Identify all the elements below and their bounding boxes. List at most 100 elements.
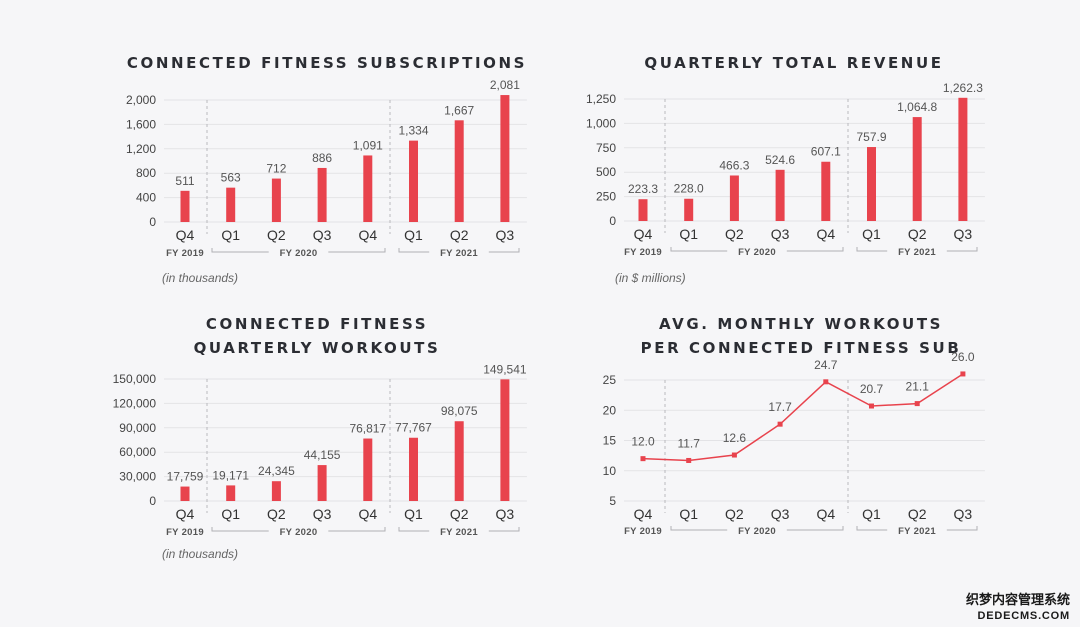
- bar: [638, 199, 648, 221]
- data-label: 98,075: [441, 404, 478, 418]
- chart-title: QUARTERLY TOTAL REVENUE: [644, 54, 943, 72]
- series-line: [642, 373, 964, 462]
- category-label: Q1: [221, 506, 240, 522]
- fiscal-year-bracket: [211, 527, 269, 532]
- bar: [684, 198, 694, 221]
- category-label: Q1: [404, 227, 423, 243]
- bar: [775, 169, 785, 221]
- category-label: Q1: [679, 226, 698, 242]
- y-tick-label: 15: [603, 434, 617, 448]
- data-label: 524.6: [765, 153, 795, 167]
- bar: [226, 485, 236, 501]
- fiscal-year-bracket: [328, 527, 386, 532]
- avg-workouts-chart: AVG. MONTHLY WORKOUTS PER CONNECTED FITNE…: [603, 315, 985, 537]
- fiscal-year-bracket: [786, 526, 844, 531]
- category-label: Q4: [176, 227, 195, 243]
- fiscal-year-bracket: [946, 526, 978, 531]
- bar: [317, 167, 327, 222]
- data-label: 511: [175, 174, 194, 188]
- category-label: Q4: [176, 506, 195, 522]
- bar: [867, 147, 876, 221]
- category-label: Q4: [358, 227, 377, 243]
- data-label: 563: [221, 171, 241, 185]
- data-label: 21.1: [906, 380, 930, 394]
- subscriptions-chart: CONNECTED FITNESS SUBSCRIPTIONS 0 400 800 1,…: [126, 54, 527, 285]
- data-label: 1,064.8: [897, 100, 937, 114]
- data-point: [914, 401, 920, 407]
- bar: [958, 97, 968, 221]
- y-tick-label: 60,000: [119, 445, 156, 459]
- data-label: 24.7: [814, 358, 838, 372]
- fiscal-year-bracket: [946, 247, 978, 252]
- y-tick-label: 150,000: [113, 372, 157, 386]
- data-label: 26.0: [951, 350, 975, 364]
- fiscal-year-label: FY 2019: [166, 248, 204, 259]
- watermark-line1: 织梦内容管理系统: [966, 592, 1070, 607]
- category-label: Q3: [771, 226, 790, 242]
- y-tick-label: 5: [609, 494, 616, 508]
- y-tick-label: 500: [596, 165, 616, 179]
- fiscal-year-label: FY 2020: [738, 247, 776, 258]
- chart-title: AVG. MONTHLY WORKOUTS: [659, 315, 943, 333]
- bar: [729, 175, 739, 221]
- fiscal-year-bracket: [211, 248, 269, 253]
- data-point: [777, 421, 783, 427]
- data-label: 228.0: [674, 182, 704, 196]
- category-label: Q2: [908, 506, 927, 522]
- fiscal-year-label: FY 2021: [898, 247, 936, 258]
- data-label: 607.1: [811, 145, 841, 159]
- y-tick-label: 90,000: [119, 421, 156, 435]
- revenue-chart: QUARTERLY TOTAL REVENUE 0 250 500 750 1,000 1,…: [586, 54, 985, 285]
- y-tick-label: 800: [136, 166, 156, 180]
- category-label: Q4: [816, 226, 835, 242]
- chart-note: (in thousands): [162, 271, 238, 285]
- bar: [363, 155, 373, 222]
- chart-title: PER CONNECTED FITNESS SUB: [641, 339, 962, 357]
- data-point: [686, 457, 692, 463]
- fiscal-year-label: FY 2020: [280, 248, 318, 259]
- data-label: 19,171: [212, 468, 249, 482]
- category-label: Q1: [862, 226, 881, 242]
- watermark: 织梦内容管理系统 DEDECMS.COM: [966, 592, 1070, 622]
- bar: [363, 438, 373, 501]
- y-tick-label: 30,000: [119, 470, 156, 484]
- data-point: [823, 379, 829, 385]
- data-label: 20.7: [860, 382, 884, 396]
- category-label: Q2: [450, 227, 469, 243]
- y-tick-label: 2,000: [126, 93, 156, 107]
- category-label: Q1: [679, 506, 698, 522]
- y-tick-label: 750: [596, 141, 616, 155]
- bar: [454, 120, 464, 222]
- fiscal-year-bracket: [398, 248, 430, 253]
- bar: [409, 437, 418, 501]
- data-label: 76,817: [349, 422, 386, 436]
- fiscal-year-bracket: [670, 247, 728, 252]
- bar: [821, 161, 831, 221]
- data-label: 11.7: [677, 436, 700, 450]
- fiscal-year-bracket: [856, 526, 888, 531]
- bar: [271, 481, 281, 501]
- category-label: Q4: [816, 506, 835, 522]
- bar: [317, 465, 327, 501]
- bar: [409, 140, 418, 222]
- fiscal-year-bracket: [670, 526, 728, 531]
- data-label: 17,759: [167, 470, 204, 484]
- fiscal-year-label: FY 2019: [624, 526, 662, 537]
- data-point: [640, 456, 646, 462]
- category-label: Q1: [221, 227, 240, 243]
- fiscal-year-label: FY 2021: [440, 248, 478, 259]
- fiscal-year-label: FY 2020: [738, 526, 776, 537]
- data-label: 1,334: [398, 124, 428, 138]
- category-label: Q4: [634, 226, 653, 242]
- bar: [500, 95, 510, 222]
- category-label: Q2: [908, 226, 927, 242]
- fiscal-year-label: FY 2020: [280, 527, 318, 538]
- category-label: Q3: [313, 506, 332, 522]
- fiscal-year-bracket: [328, 248, 386, 253]
- y-tick-label: 0: [149, 494, 156, 508]
- category-label: Q1: [862, 506, 881, 522]
- y-tick-label: 0: [149, 215, 156, 229]
- data-label: 149,541: [483, 362, 527, 376]
- chart-note: (in thousands): [162, 547, 238, 561]
- category-label: Q1: [404, 506, 423, 522]
